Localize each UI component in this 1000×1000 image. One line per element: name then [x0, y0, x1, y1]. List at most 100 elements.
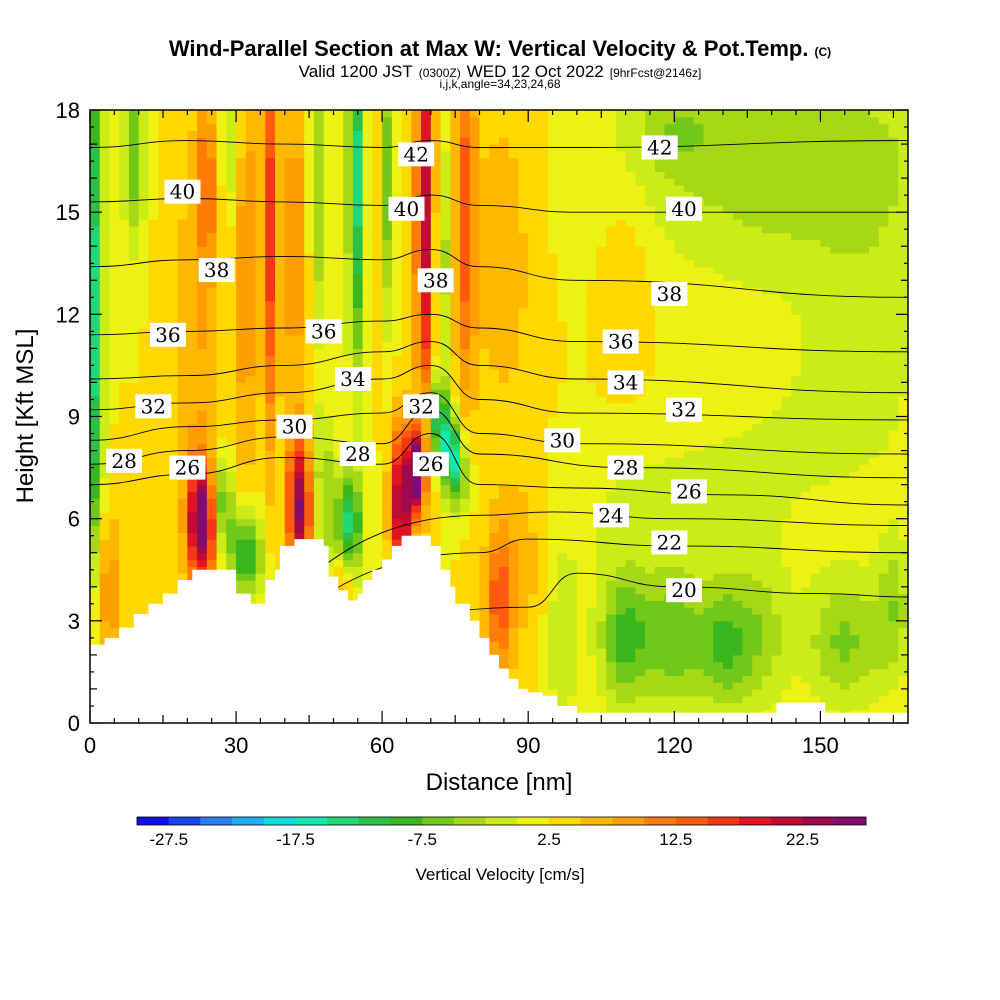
velocity-cell: [333, 409, 344, 418]
velocity-cell: [343, 314, 354, 322]
velocity-cell: [119, 144, 130, 152]
velocity-cell: [138, 586, 150, 595]
velocity-cell: [547, 116, 559, 125]
velocity-cell: [148, 314, 159, 322]
velocity-cell: [236, 409, 247, 418]
velocity-cell: [518, 225, 529, 234]
velocity-cell: [343, 218, 354, 227]
velocity-cell: [216, 539, 227, 547]
velocity-cell: [537, 150, 549, 159]
velocity-cell: [275, 157, 286, 166]
velocity-cell: [421, 198, 432, 206]
velocity-cell: [479, 409, 490, 418]
velocity-cell: [119, 566, 130, 574]
velocity-cell: [586, 212, 597, 220]
velocity-cell: [294, 327, 305, 336]
velocity-cell: [275, 218, 286, 227]
velocity-cell: [460, 259, 471, 268]
velocity-cell: [586, 668, 597, 676]
velocity-cell: [119, 253, 130, 261]
velocity-cell: [245, 191, 257, 200]
velocity-cell: [275, 314, 286, 322]
velocity-cell: [313, 178, 325, 186]
velocity-cell: [537, 477, 549, 486]
velocity-cell: [460, 184, 471, 193]
velocity-cell: [382, 314, 393, 322]
velocity-cell: [537, 205, 549, 213]
velocity-cell: [99, 178, 111, 186]
velocity-cell: [391, 266, 403, 275]
velocity-cell: [294, 450, 305, 458]
velocity-cell: [547, 511, 559, 520]
velocity-cell: [323, 110, 335, 118]
velocity-cell: [128, 423, 140, 431]
velocity-cell: [557, 614, 568, 622]
velocity-cell: [216, 559, 227, 567]
velocity-cell: [615, 498, 627, 506]
velocity-cell: [567, 641, 578, 649]
velocity-cell: [245, 491, 257, 499]
velocity-cell: [255, 334, 266, 343]
velocity-cell: [421, 184, 432, 193]
velocity-cell: [586, 314, 597, 322]
velocity-cell: [372, 164, 383, 172]
velocity-cell: [90, 627, 101, 636]
velocity-cell: [275, 144, 286, 152]
velocity-cell: [294, 239, 305, 247]
velocity-cell: [489, 552, 500, 561]
velocity-cell: [197, 362, 208, 370]
velocity-cell: [343, 225, 354, 234]
velocity-cell: [528, 566, 539, 574]
velocity-cell: [148, 239, 159, 247]
velocity-cell: [216, 150, 227, 159]
velocity-cell: [90, 368, 101, 377]
velocity-cell: [508, 573, 520, 581]
velocity-cell: [197, 559, 208, 567]
velocity-cell: [206, 518, 218, 527]
velocity-cell: [119, 314, 130, 322]
velocity-cell: [99, 382, 111, 390]
velocity-cell: [557, 178, 568, 186]
velocity-cell: [245, 293, 257, 302]
velocity-cell: [596, 150, 607, 159]
velocity-cell: [109, 246, 120, 254]
velocity-cell: [313, 212, 325, 220]
velocity-cell: [518, 280, 529, 288]
velocity-cell: [586, 293, 597, 302]
velocity-cell: [401, 498, 412, 506]
velocity-cell: [615, 246, 627, 254]
velocity-cell: [99, 402, 111, 411]
velocity-cell: [245, 464, 257, 472]
velocity-cell: [586, 545, 597, 554]
velocity-cell: [255, 327, 266, 336]
velocity-cell: [499, 396, 510, 404]
velocity-cell: [372, 232, 383, 241]
velocity-cell: [557, 164, 568, 172]
velocity-cell: [226, 450, 237, 458]
velocity-cell: [255, 212, 266, 220]
velocity-cell: [197, 389, 208, 397]
velocity-cell: [236, 130, 247, 138]
velocity-cell: [547, 150, 559, 159]
velocity-cell: [99, 171, 111, 179]
velocity-cell: [547, 191, 559, 200]
velocity-cell: [187, 205, 198, 213]
velocity-cell: [401, 341, 412, 349]
velocity-cell: [469, 307, 481, 315]
velocity-cell: [90, 355, 101, 363]
velocity-cell: [138, 389, 150, 397]
velocity-cell: [596, 232, 607, 241]
velocity-cell: [596, 682, 607, 690]
velocity-cell: [333, 389, 344, 397]
velocity-cell: [226, 368, 237, 377]
velocity-cell: [615, 614, 627, 622]
velocity-cell: [284, 327, 296, 336]
velocity-cell: [119, 150, 130, 159]
velocity-cell: [489, 300, 500, 309]
velocity-cell: [430, 334, 442, 343]
velocity-cell: [90, 341, 101, 349]
velocity-cell: [421, 505, 432, 513]
velocity-cell: [352, 389, 364, 397]
velocity-cell: [109, 293, 120, 302]
velocity-cell: [391, 123, 403, 132]
